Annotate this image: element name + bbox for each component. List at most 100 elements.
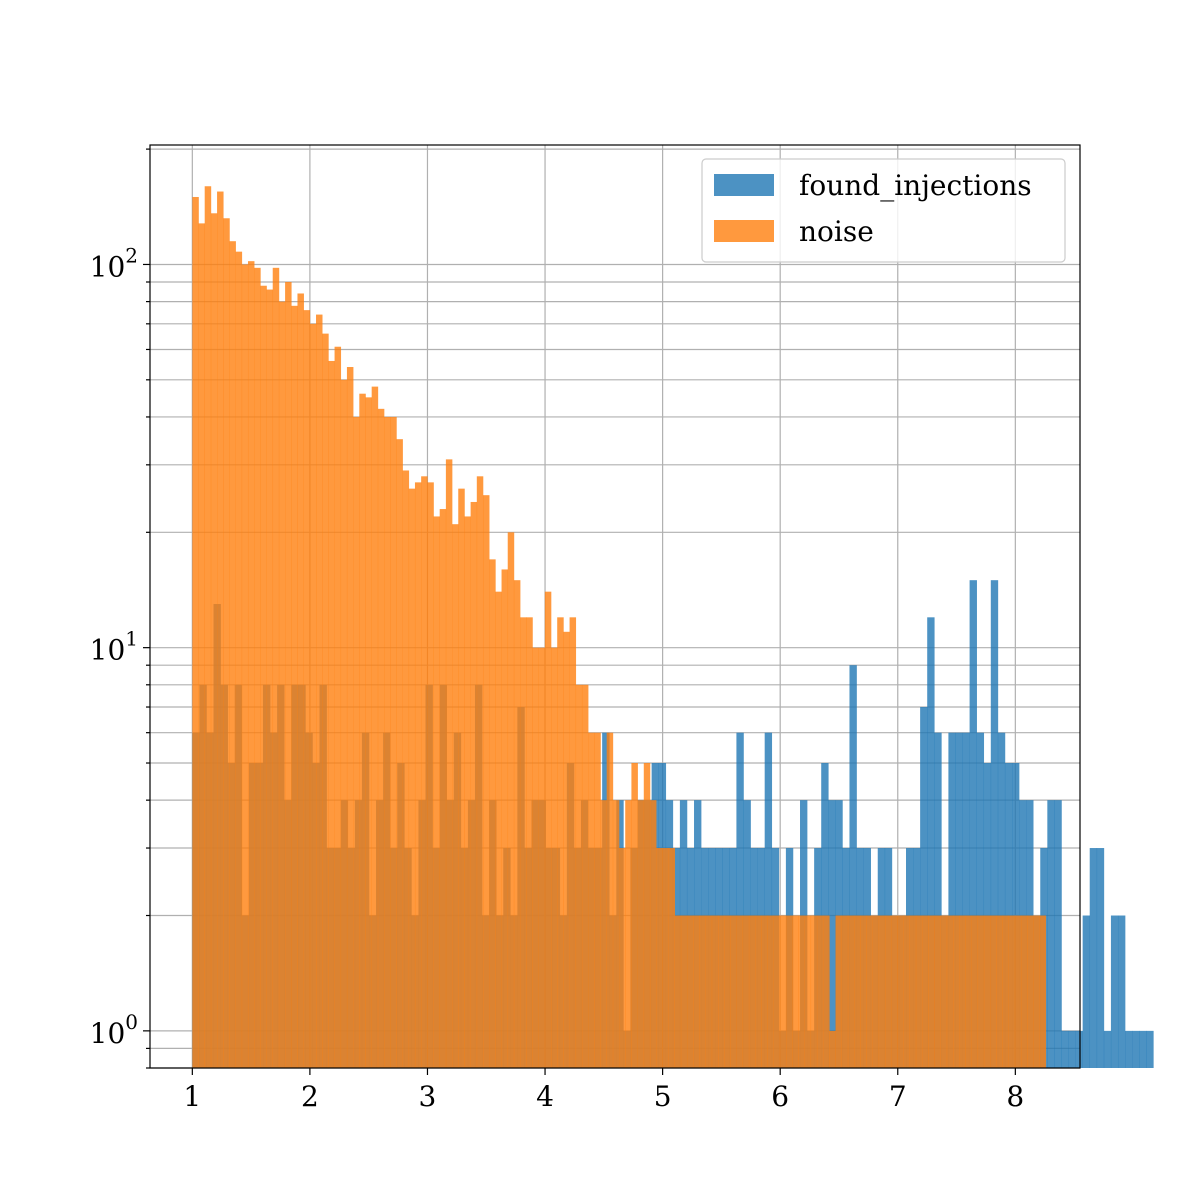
bar-noise-75 [656, 848, 663, 1068]
bar-noise-32 [390, 416, 397, 1068]
bar-found_injections-133 [1132, 1030, 1140, 1068]
x-tick-label: 8 [1006, 1080, 1024, 1113]
bar-noise-103 [829, 1030, 836, 1068]
bar-noise-119 [928, 915, 935, 1068]
bar-noise-46 [476, 476, 484, 1068]
bar-noise-128 [983, 915, 991, 1068]
bar-noise-134 [1021, 915, 1028, 1068]
bar-noise-26 [353, 416, 360, 1068]
axes: 1 2 3 4 5 6 7 8 100 101 102 [90, 148, 1024, 1113]
bar-noise-56 [538, 647, 546, 1068]
bar-noise-126 [971, 915, 979, 1068]
bar-found_injections-123 [1061, 1030, 1069, 1068]
bar-found_injections-103 [920, 707, 928, 1068]
bar-noise-90 [748, 915, 756, 1068]
bar-noise-121 [940, 915, 948, 1068]
bar-noise-71 [631, 763, 638, 1068]
bar-noise-69 [619, 848, 626, 1068]
bar-found_injections-105 [934, 732, 942, 1068]
bar-noise-1 [198, 223, 205, 1068]
bar-noise-25 [346, 367, 354, 1068]
x-tick-label: 6 [771, 1080, 789, 1113]
bar-noise-130 [996, 915, 1003, 1068]
bar-noise-48 [489, 559, 496, 1068]
x-tick-label: 7 [889, 1080, 907, 1113]
bar-noise-85 [717, 915, 725, 1068]
bar-noise-0 [192, 196, 199, 1069]
bar-found_injections-135 [1146, 1030, 1154, 1068]
bar-noise-97 [792, 915, 799, 1068]
bar-noise-110 [872, 915, 880, 1068]
bar-noise-34 [402, 470, 410, 1069]
bar-noise-5 [223, 218, 230, 1069]
legend-label-noise: noise [799, 215, 874, 248]
bar-noise-29 [371, 386, 379, 1068]
bar-noise-43 [458, 488, 465, 1068]
bar-noise-115 [903, 915, 911, 1068]
bar-noise-84 [711, 915, 719, 1068]
bar-found_injections-122 [1054, 800, 1062, 1068]
bar-noise-72 [637, 800, 645, 1068]
bar-noise-114 [897, 915, 904, 1068]
bar-noise-2 [204, 186, 212, 1068]
bar-noise-11 [260, 285, 267, 1069]
bar-noise-120 [934, 915, 941, 1068]
bar-noise-93 [767, 915, 774, 1068]
bar-noise-42 [452, 524, 459, 1068]
series-noise [192, 186, 1047, 1069]
bar-noise-37 [421, 476, 428, 1068]
bar-found_injections-127 [1089, 848, 1098, 1068]
bar-noise-68 [612, 800, 620, 1068]
bar-noise-61 [569, 617, 577, 1068]
bar-noise-87 [730, 915, 737, 1068]
bar-found_injections-93 [849, 665, 857, 1068]
bar-noise-40 [439, 509, 447, 1068]
bar-noise-36 [414, 482, 422, 1068]
bar-noise-112 [884, 915, 892, 1068]
bar-noise-113 [891, 915, 898, 1068]
x-tick-label: 1 [183, 1080, 201, 1113]
bar-noise-98 [798, 915, 805, 1068]
bar-noise-91 [755, 915, 762, 1068]
bar-noise-127 [977, 915, 985, 1068]
bar-noise-57 [544, 591, 552, 1068]
bar-noise-95 [779, 915, 787, 1068]
bar-noise-14 [278, 301, 286, 1069]
legend-box [701, 158, 1066, 263]
bar-noise-109 [866, 915, 873, 1068]
bar-found_injections-128 [1096, 848, 1105, 1068]
bar-noise-49 [495, 591, 502, 1068]
bar-noise-108 [860, 915, 867, 1068]
bar-noise-44 [464, 516, 471, 1068]
bar-noise-86 [724, 915, 731, 1068]
bar-noise-67 [606, 732, 614, 1068]
bar-noise-47 [482, 495, 490, 1068]
bar-noise-135 [1027, 915, 1034, 1068]
bar-noise-27 [359, 393, 366, 1068]
bar-noise-62 [575, 684, 583, 1068]
bar-noise-107 [854, 915, 861, 1068]
bar-noise-45 [470, 501, 478, 1068]
bar-noise-9 [247, 261, 255, 1069]
bar-noise-99 [804, 915, 812, 1068]
x-tick-label: 3 [419, 1080, 437, 1113]
plot-frame [149, 144, 1081, 1069]
bar-found_injections-124 [1068, 1030, 1076, 1068]
bar-found_injections-114 [997, 732, 1006, 1068]
bar-noise-117 [915, 915, 923, 1068]
bar-found_injections-77 [736, 732, 744, 1068]
bar-noise-79 [680, 915, 688, 1068]
bar-noise-33 [396, 439, 403, 1068]
bar-noise-64 [588, 732, 595, 1068]
bar-noise-3 [210, 213, 218, 1068]
bar-noise-23 [334, 346, 342, 1068]
bar-found_injections-134 [1139, 1030, 1147, 1068]
bar-noise-41 [445, 459, 453, 1068]
bar-noise-65 [594, 732, 601, 1068]
bar-noise-55 [532, 647, 539, 1068]
x-tick-label: 2 [301, 1080, 319, 1113]
y-tick-label: 100 [90, 1010, 138, 1050]
bar-found_injections-110 [969, 580, 977, 1068]
bar-noise-123 [952, 915, 960, 1068]
